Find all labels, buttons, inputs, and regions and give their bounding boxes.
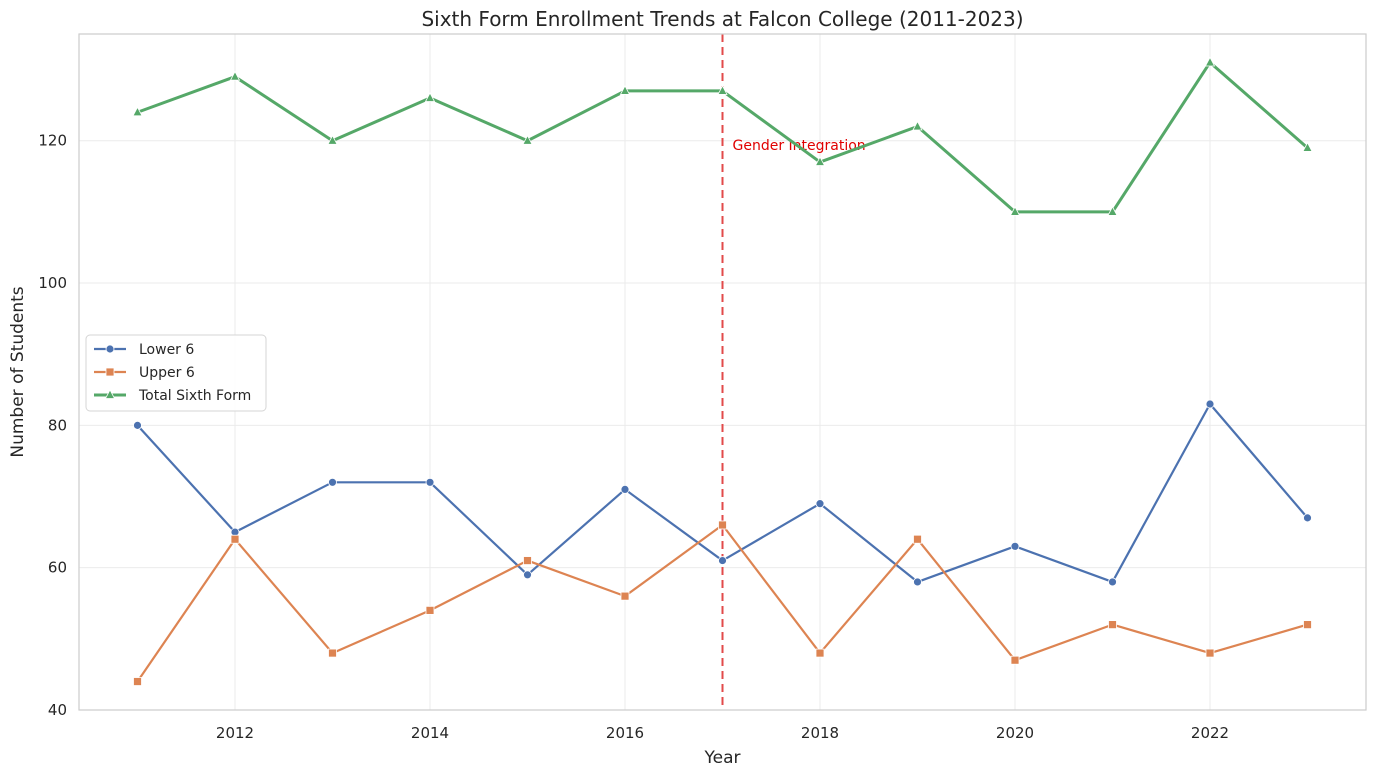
data-point [425, 605, 435, 615]
x-tick-label: 2014 [411, 724, 449, 742]
legend-item: Lower 6 [94, 342, 194, 358]
data-point [718, 520, 727, 530]
x-axis-label: Year [704, 748, 741, 768]
data-point [328, 477, 337, 487]
data-point [815, 499, 825, 509]
x-tick-label: 2022 [1191, 724, 1229, 742]
data-point [133, 677, 142, 686]
x-tick-label: 2012 [216, 724, 254, 742]
data-point [1009, 206, 1021, 216]
legend-marker [105, 367, 115, 377]
series-0 [133, 399, 1312, 587]
data-point [1108, 620, 1117, 630]
legend-marker [104, 389, 116, 399]
data-point [1108, 577, 1117, 587]
data-point [718, 556, 727, 565]
legend-item: Total Sixth Form [94, 388, 251, 404]
data-point [522, 134, 533, 145]
data-point [424, 92, 436, 102]
y-tick-label: 80 [48, 416, 67, 434]
annotations: Gender Integration [721, 34, 866, 710]
tick-labels: 2012 2014 2016 2018 2020 2022 40 60 80 100 120 [38, 132, 1229, 742]
legend-label: Lower 6 [139, 342, 194, 358]
legend-marker [105, 344, 115, 354]
data-point [1010, 541, 1020, 551]
legend-label: Total Sixth Form [138, 388, 251, 404]
legend-box [85, 334, 267, 412]
legend-label: Upper 6 [139, 365, 195, 381]
legend-item: Upper 6 [94, 365, 195, 381]
data-point [620, 485, 630, 494]
data-point [913, 577, 922, 587]
y-tick-label: 60 [48, 559, 67, 577]
data-point [717, 85, 728, 95]
legend: Lower 6 Upper 6 Total Sixth Form [85, 334, 267, 412]
series-layer [132, 56, 1313, 686]
y-tick-label: 120 [38, 132, 67, 150]
y-tick-label: 40 [48, 701, 67, 719]
data-point [620, 591, 630, 601]
data-point [133, 420, 142, 430]
series-2 [132, 56, 1313, 216]
data-point [1205, 399, 1215, 409]
x-tick-label: 2016 [606, 724, 644, 742]
data-point [328, 648, 337, 658]
data-point [619, 85, 631, 95]
data-point [229, 70, 241, 81]
data-point [425, 477, 435, 487]
data-point [230, 534, 240, 544]
series-1 [133, 520, 1312, 686]
data-point [132, 106, 143, 117]
data-point [1302, 141, 1313, 152]
series-line [136, 60, 1309, 214]
data-point [523, 556, 532, 565]
data-point [815, 648, 825, 658]
chart-title: Sixth Form Enrollment Trends at Falcon C… [421, 7, 1023, 31]
y-tick-label: 100 [38, 274, 67, 292]
x-tick-label: 2018 [801, 724, 839, 742]
data-point [1107, 206, 1118, 216]
y-axis-label: Number of Students [8, 286, 28, 457]
data-point [814, 156, 826, 166]
data-point [523, 570, 532, 580]
x-tick-label: 2020 [996, 724, 1034, 742]
data-point [1303, 620, 1312, 630]
data-point [1205, 648, 1215, 658]
data-point [912, 120, 923, 131]
plot-frame [78, 33, 1367, 711]
data-point [1204, 56, 1216, 67]
data-point [1010, 655, 1020, 665]
data-point [913, 534, 922, 544]
data-point [1303, 513, 1312, 523]
data-point [327, 134, 338, 145]
